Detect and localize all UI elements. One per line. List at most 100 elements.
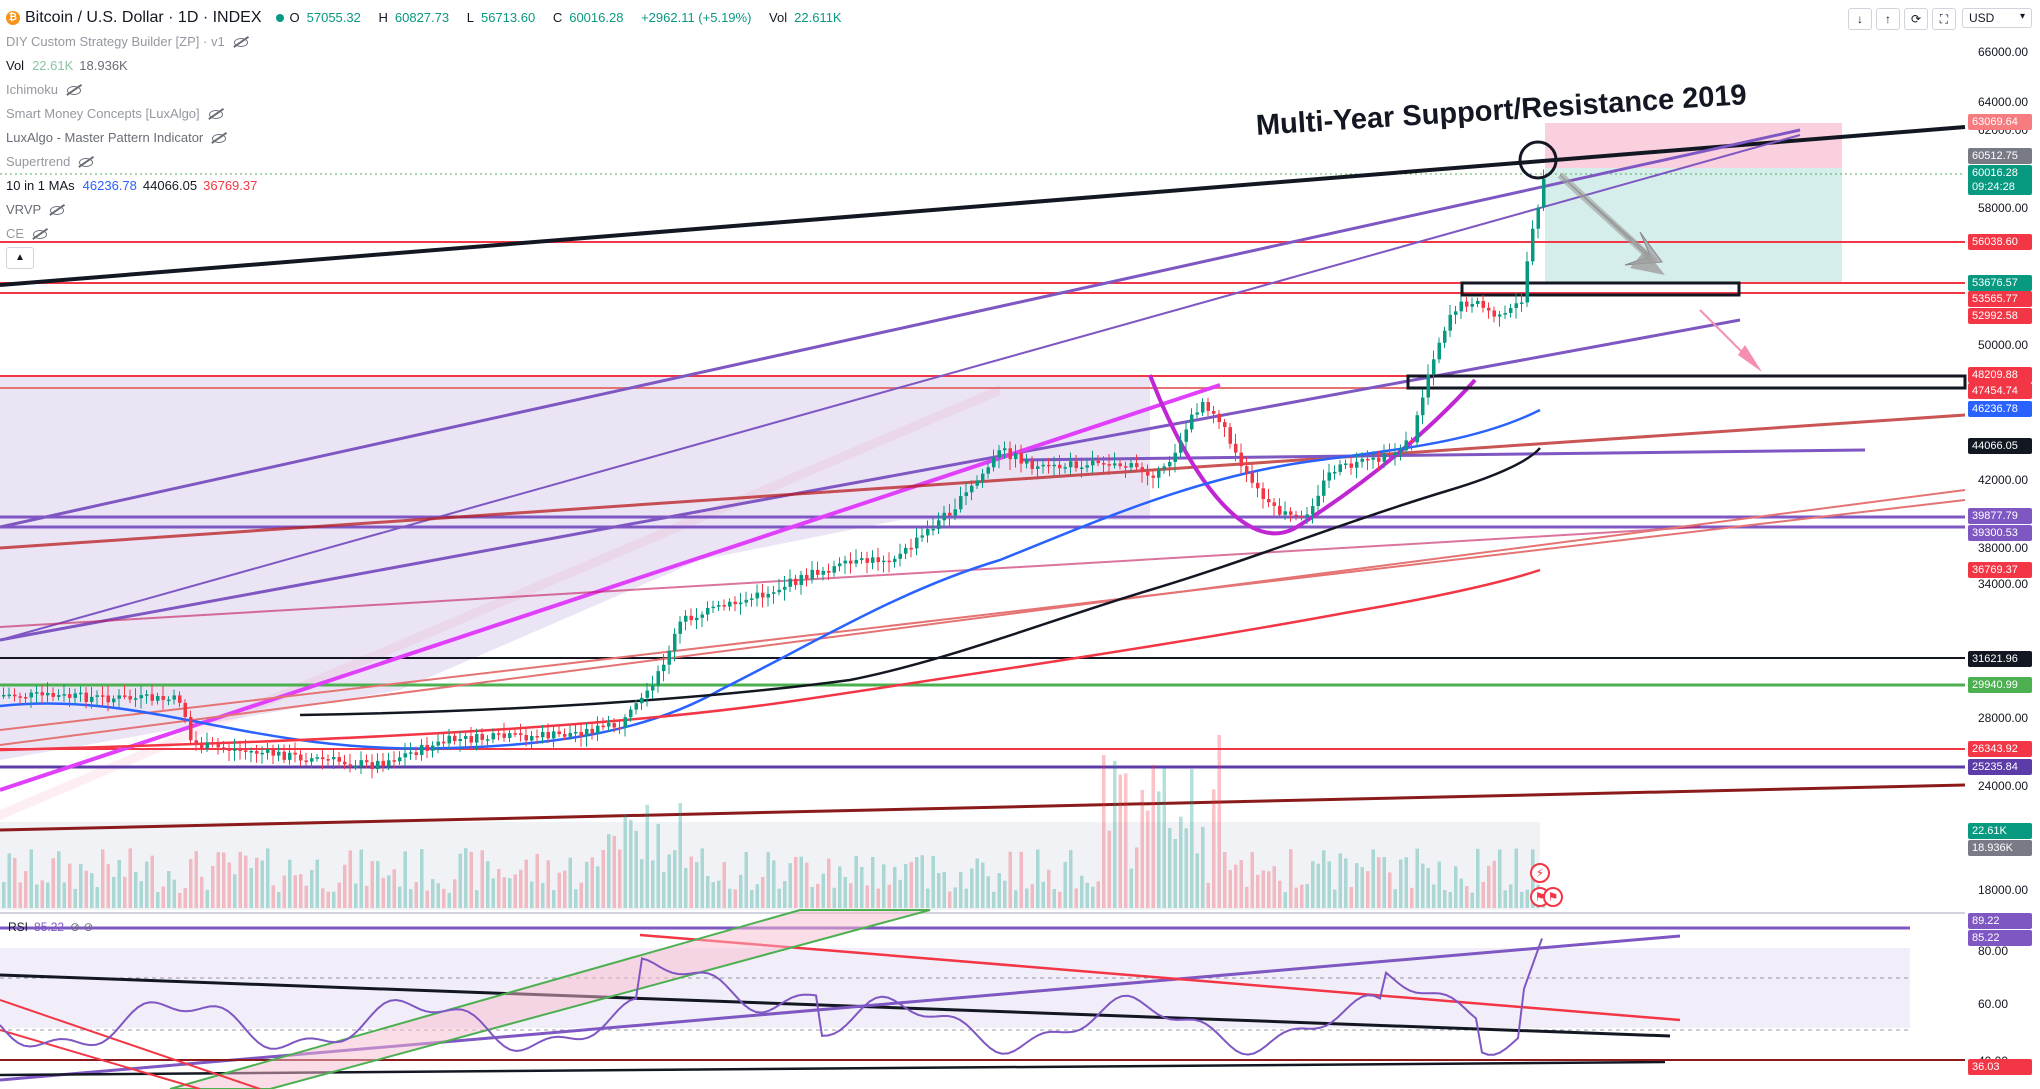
price-axis-tick: 64000.00 (1978, 95, 2029, 109)
hidden-eye-icon[interactable] (211, 133, 227, 143)
indicator-supertrend[interactable]: Supertrend (6, 150, 856, 174)
volume-bar (343, 864, 347, 908)
candle-body (1157, 469, 1161, 478)
volume-bar (123, 876, 127, 908)
candle-body (590, 728, 594, 734)
candle-body (200, 745, 204, 749)
volume-bar (1019, 851, 1023, 908)
candle-body (1426, 374, 1430, 398)
indicator-mas[interactable]: 10 in 1 MAs 46236.78 44066.05 36769.37 (6, 178, 258, 193)
candle-body (810, 569, 814, 580)
volume-bar (1206, 882, 1210, 908)
candle-body (403, 753, 407, 758)
candle-body (1355, 461, 1359, 468)
volume-bar (403, 851, 407, 908)
candle-body (568, 733, 572, 737)
candle-body (464, 736, 468, 739)
volume-bar (1118, 774, 1122, 908)
volume-bar (1080, 875, 1084, 908)
indicator-diy-strategy[interactable]: DIY Custom Strategy Builder [ZP] · v1 (6, 30, 856, 54)
indicator-vrvp[interactable]: VRVP (6, 198, 856, 222)
volume-bar (997, 873, 1001, 908)
indicator-master-pattern[interactable]: LuxAlgo - Master Pattern Indicator (6, 126, 856, 150)
volume-bar (783, 881, 787, 908)
candle-body (612, 723, 616, 728)
candle-body (453, 735, 457, 742)
currency-select[interactable]: USD ▾ (1962, 8, 2032, 28)
candle-body (1008, 448, 1012, 460)
volume-bar (700, 848, 704, 908)
candle-body (909, 547, 913, 550)
volume-bar (1058, 891, 1062, 908)
volume-bar (1003, 880, 1007, 908)
refresh-icon[interactable]: ⟳ (1904, 8, 1928, 30)
hidden-eye-icon[interactable] (78, 157, 94, 167)
us-flag-event-icon[interactable]: ⚑ (1543, 887, 1563, 907)
candle-body (799, 574, 803, 586)
candle-body (1289, 511, 1293, 515)
rsi-legend[interactable]: RSI 85.22 ⊘ ⊘ (8, 920, 94, 934)
indicator-ichimoku[interactable]: Ichimoku (6, 78, 856, 102)
cup-pattern (1148, 374, 1477, 536)
volume-bar (1272, 866, 1276, 908)
volume-bar (849, 883, 853, 908)
candle-body (860, 558, 864, 560)
candle-body (942, 512, 946, 521)
volume-bar (1135, 847, 1139, 908)
touch-circle (1518, 140, 1558, 180)
candle-body (1410, 440, 1414, 443)
symbol-row[interactable]: ₿ Bitcoin / U.S. Dollar · 1D · INDEX O 57… (6, 6, 856, 30)
fullscreen-icon[interactable]: ⛶ (1932, 8, 1956, 30)
candle-body (381, 760, 385, 767)
candle-body (29, 692, 33, 698)
candle-body (40, 692, 44, 696)
symbol-title[interactable]: Bitcoin / U.S. Dollar · 1D · INDEX (25, 9, 262, 26)
volume-bar (1030, 884, 1034, 908)
volume-bar (684, 867, 688, 908)
candle-body (926, 529, 930, 536)
candle-body (117, 695, 121, 699)
candle-body (1525, 261, 1529, 303)
price-tag: 60512.75 (1968, 148, 2032, 164)
candle-body (618, 727, 622, 729)
indicator-ce[interactable]: CE (6, 222, 856, 246)
chart-legend: ₿ Bitcoin / U.S. Dollar · 1D · INDEX O 57… (6, 6, 856, 270)
volume-bar (1470, 892, 1474, 908)
hidden-eye-icon[interactable] (49, 205, 65, 215)
volume-bar (447, 892, 451, 908)
candle-body (414, 752, 418, 755)
volume-bar (46, 882, 50, 908)
candle-body (706, 608, 710, 615)
collapse-legend-button[interactable]: ▲ (6, 247, 34, 269)
hidden-eye-icon[interactable] (32, 229, 48, 239)
volume-bar (959, 871, 963, 908)
arrow-down-icon[interactable]: ↓ (1848, 8, 1872, 30)
indicator-volume[interactable]: Vol 22.61K 18.936K (6, 58, 128, 73)
candle-body (607, 723, 611, 727)
candle-body (68, 694, 72, 698)
volume-bar (739, 874, 743, 908)
rsi-pane (0, 909, 1965, 1089)
volume-bar (1179, 816, 1183, 908)
volume-bar (1355, 863, 1359, 908)
volume-bar (486, 861, 490, 908)
volume-bar (1091, 886, 1095, 908)
hidden-eye-icon[interactable] (66, 85, 82, 95)
hidden-eye-icon[interactable] (208, 109, 224, 119)
candle-body (1470, 303, 1474, 307)
candle-body (634, 703, 638, 710)
volume-bar (1069, 850, 1073, 908)
arrow-up-icon[interactable]: ↑ (1876, 8, 1900, 30)
volume-bar (189, 858, 193, 908)
hidden-eye-icon[interactable] (233, 37, 249, 47)
moving-averages (0, 408, 1541, 752)
lightning-event-icon[interactable]: ⚡ (1530, 863, 1550, 883)
candle-body (1272, 502, 1276, 506)
candle-body (348, 764, 352, 767)
indicator-smc[interactable]: Smart Money Concepts [LuxAlgo] (6, 102, 856, 126)
volume-bar (546, 860, 550, 908)
volume-bar (376, 861, 380, 908)
price-tag: 18.936K (1968, 840, 2032, 856)
volume-bar (211, 865, 215, 908)
